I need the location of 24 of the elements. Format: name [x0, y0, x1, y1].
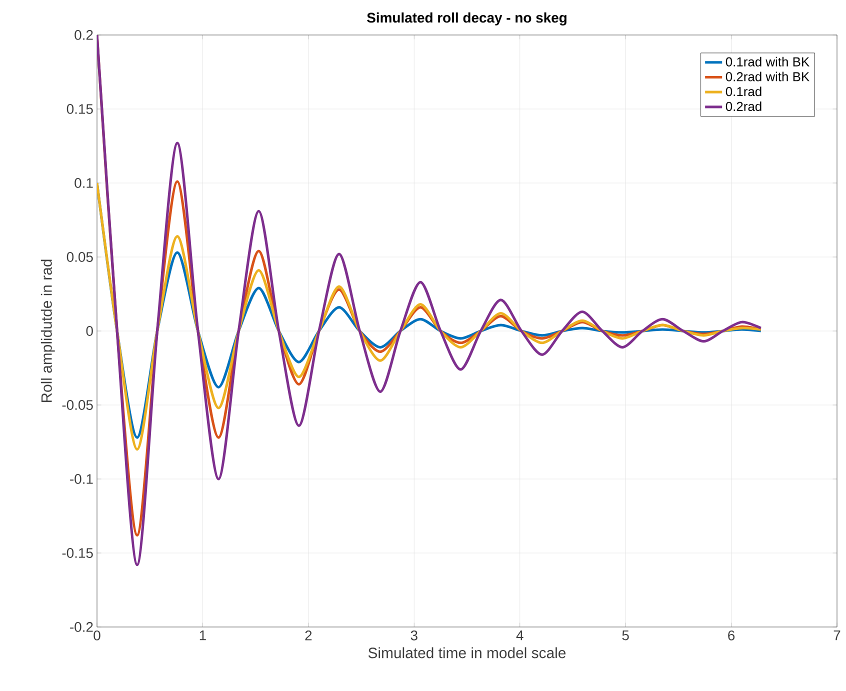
- y-tick-label: 0.15: [66, 104, 93, 114]
- legend-label: 0.1rad with BK: [726, 56, 810, 66]
- y-tick-label: -0.1: [70, 474, 93, 484]
- chart-title: Simulated roll decay - no skeg: [367, 12, 566, 26]
- x-tick-label: 3: [410, 630, 418, 640]
- y-axis-title: Roll amplidutde in rad: [40, 260, 55, 402]
- x-tick-label: 6: [728, 630, 735, 640]
- y-tick-label: 0: [86, 326, 93, 336]
- y-tick-label: 0.1: [74, 178, 93, 188]
- x-tick-label: 2: [305, 630, 312, 640]
- legend-label: 0.1rad: [726, 86, 762, 96]
- x-tick-label: 0: [94, 630, 100, 640]
- y-tick-label: -0.2: [70, 622, 93, 632]
- y-tick-label: -0.05: [62, 400, 93, 410]
- legend-label: 0.2rad with BK: [726, 72, 810, 82]
- x-tick-label: 4: [516, 630, 524, 640]
- legend-label: 0.2rad: [726, 102, 762, 112]
- x-tick-label: 7: [834, 630, 840, 640]
- y-tick-label: -0.15: [62, 548, 93, 558]
- x-tick-label: 5: [622, 630, 629, 640]
- x-axis-title: Simulated time in model scale: [368, 647, 566, 658]
- x-tick-label: 1: [200, 630, 206, 640]
- y-tick-label: 0.2: [74, 30, 93, 40]
- y-tick-label: 0.05: [66, 252, 93, 262]
